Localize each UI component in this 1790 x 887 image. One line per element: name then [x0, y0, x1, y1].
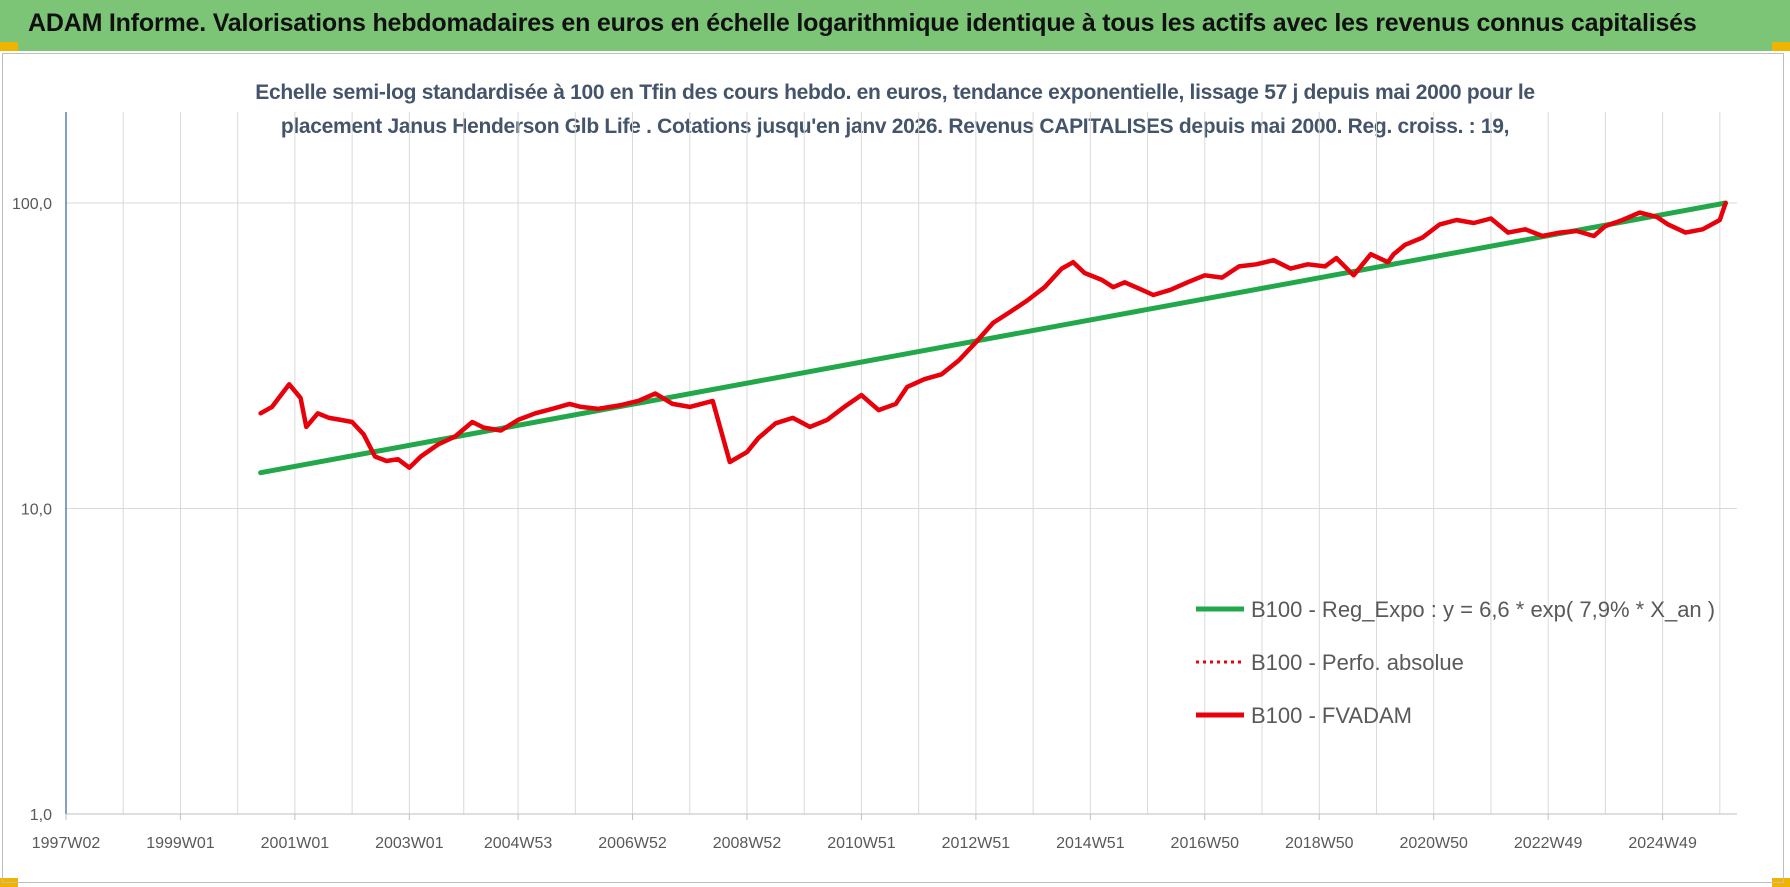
x-tick-label: 2001W01: [261, 835, 330, 852]
x-tick-label: 2012W51: [942, 835, 1011, 852]
legend: B100 - Reg_Expo : y = 6,6 * exp( 7,9% * …: [1196, 597, 1715, 728]
chart-axes: [65, 112, 1737, 815]
chart-title: Echelle semi-log standardisée à 100 en T…: [255, 81, 1535, 104]
corner-marker-left: [0, 42, 18, 51]
corner-marker-right: [1772, 42, 1790, 51]
fvadam-line: [258, 200, 1728, 470]
y-tick-label: 10,0: [21, 502, 52, 519]
x-tick-label: 2016W50: [1171, 835, 1240, 852]
chart-subtitle-block: Echelle semi-log standardisée à 100 en T…: [0, 76, 1790, 144]
x-tick-label: 2020W50: [1399, 835, 1468, 852]
chart-frame: [2, 53, 1784, 883]
x-tick-label: 2008W52: [713, 835, 782, 852]
x-tick-label: 2004W53: [484, 835, 553, 852]
title-banner: ADAM Informe. Valorisations hebdomadaire…: [0, 0, 1790, 51]
x-tick-label: 2024W49: [1628, 835, 1697, 852]
y-tick-label: 1,0: [30, 807, 52, 824]
legend-label: B100 - FVADAM: [1251, 703, 1412, 728]
y-tick-label: 100,0: [12, 196, 52, 213]
x-axis-ticks: 1997W02 1999W01 2001W01 2003W01 2004W53 2006W…: [32, 814, 1697, 852]
x-tick-label: 1999W01: [146, 835, 215, 852]
x-tick-label: 2006W52: [598, 835, 667, 852]
chart-subtitle: placement Janus Henderson Glb Life . Cot…: [280, 115, 1510, 138]
y-axis-ticks: 1,0 10,0 100,0: [12, 196, 52, 824]
report-title: ADAM Informe. Valorisations hebdomadaire…: [28, 9, 1697, 37]
x-tick-label: 2003W01: [375, 835, 444, 852]
x-tick-label: 2010W51: [827, 835, 896, 852]
trend-line: [258, 200, 1729, 476]
series-lines: [258, 200, 1729, 476]
x-tick-label: 2022W49: [1514, 835, 1583, 852]
x-tick-label: 2014W51: [1056, 835, 1125, 852]
x-tick-label: 1997W02: [32, 835, 101, 852]
legend-label: B100 - Perfo. absolue: [1251, 650, 1464, 675]
legend-label: B100 - Reg_Expo : y = 6,6 * exp( 7,9% * …: [1251, 597, 1715, 622]
x-tick-label: 2018W50: [1285, 835, 1354, 852]
